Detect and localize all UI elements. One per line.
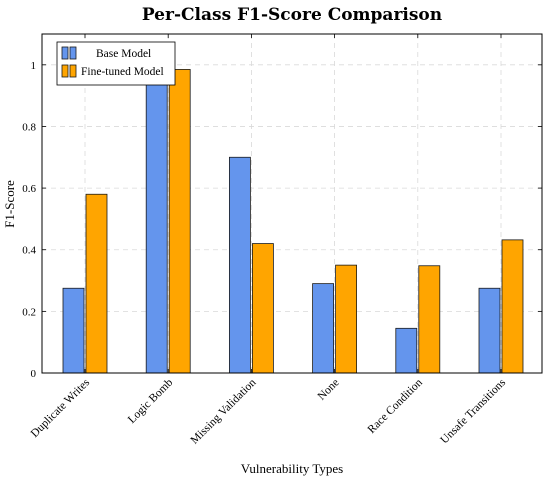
x-axis-label: Vulnerability Types: [241, 461, 343, 476]
x-tick-label: Race Condition: [366, 376, 425, 435]
bar-finetuned-4: [418, 265, 441, 374]
bar-finetuned-1: [168, 69, 191, 374]
bar-base-2: [228, 156, 251, 374]
legend-swatch: [69, 64, 77, 78]
y-tick-label: 0.4: [22, 245, 36, 257]
y-tick-label: 1: [31, 60, 37, 72]
gridlines: [42, 34, 542, 374]
bar-base-0: [62, 287, 85, 374]
y-tick-label: 0.6: [22, 183, 36, 195]
bar-base-3: [312, 283, 335, 374]
legend-box: [56, 41, 176, 86]
y-tick-label: 0: [31, 368, 37, 380]
bar-finetuned-2: [251, 243, 274, 374]
bar-finetuned-3: [335, 264, 358, 374]
y-tick-label: 0.2: [22, 306, 36, 318]
bar-base-4: [395, 327, 418, 374]
bar-finetuned-5: [501, 239, 524, 374]
legend-swatch: [61, 64, 69, 78]
y-tick-label: 0.8: [22, 121, 36, 133]
legend-swatch: [69, 46, 77, 60]
x-tick-label: Duplicate Writes: [29, 376, 93, 440]
legend-label: Fine-tuned Model: [81, 66, 164, 78]
x-tick-label: None: [316, 377, 342, 403]
bars: [62, 69, 524, 374]
y-axis-ticks: 0 0.2 0.4 0.6 0.8 1: [22, 60, 542, 380]
bar-base-5: [478, 287, 501, 374]
chart-title: Per-Class F1-Score Comparison: [142, 5, 442, 25]
bar-base-1: [145, 79, 168, 374]
x-tick-label: Logic Bomb: [126, 376, 176, 426]
x-tick-label: Missing Validation: [189, 376, 259, 446]
plot-frame: [41, 33, 543, 374]
bar-finetuned-0: [85, 193, 108, 374]
legend-label: Base Model: [96, 48, 151, 60]
x-tick-label: Unsafe Transitions: [438, 376, 508, 446]
y-axis-label: F1-Score: [2, 180, 17, 228]
legend-swatch: [61, 46, 69, 60]
legend: Base Model Fine-tuned Model: [56, 41, 176, 86]
